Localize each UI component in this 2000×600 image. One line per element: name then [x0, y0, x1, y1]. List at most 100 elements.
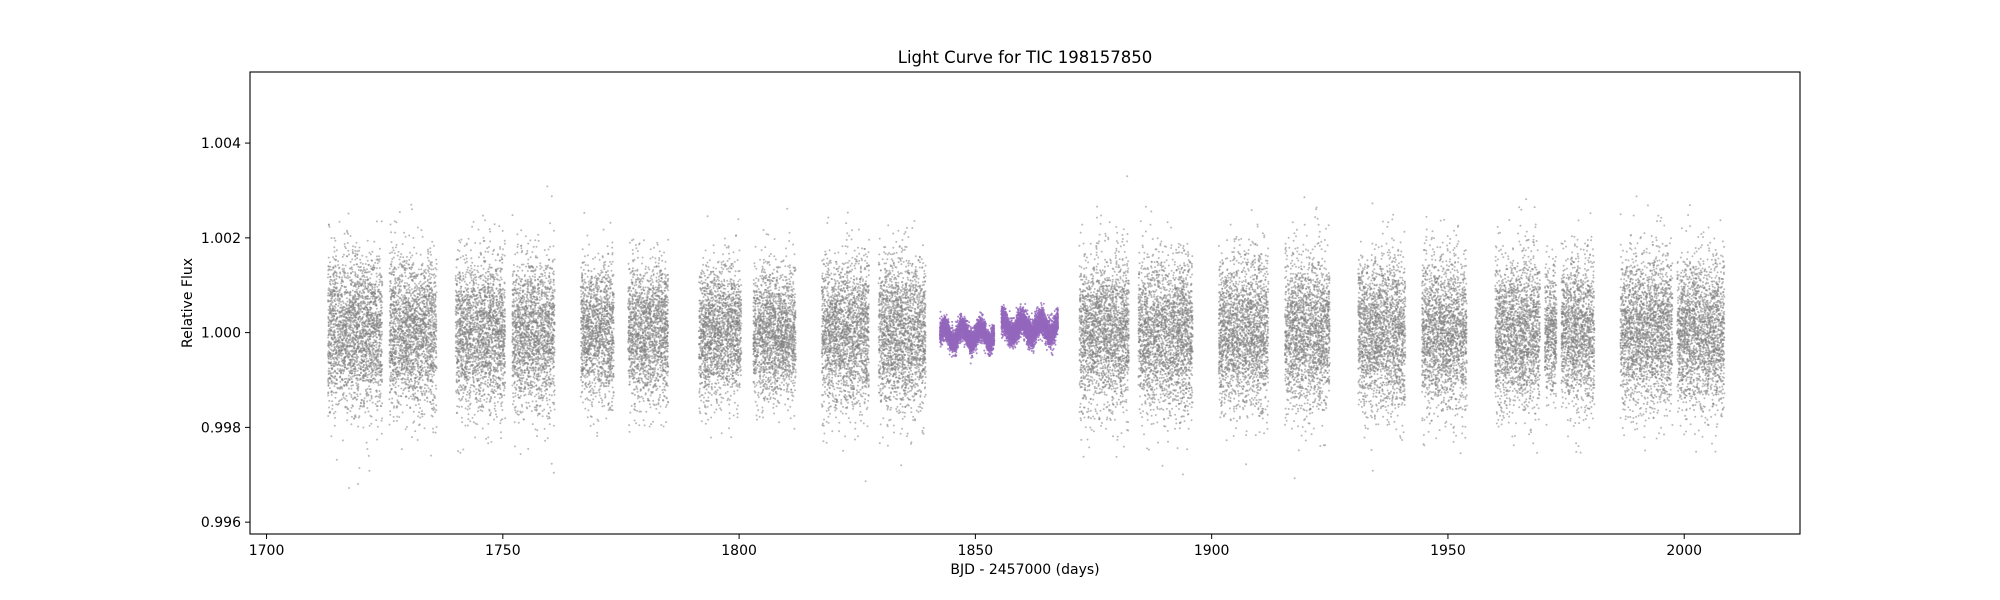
data-point — [421, 317, 424, 320]
data-point — [435, 291, 438, 294]
data-point — [489, 278, 492, 280]
data-point — [413, 348, 416, 351]
data-point — [420, 390, 423, 393]
data-point — [475, 330, 478, 333]
data-point — [350, 341, 353, 343]
data-point — [399, 358, 402, 361]
data-point — [375, 267, 378, 270]
data-point — [347, 352, 350, 355]
data-point — [483, 256, 485, 259]
data-point — [362, 284, 365, 287]
data-point — [503, 291, 506, 294]
data-point — [425, 359, 428, 362]
data-point — [363, 402, 366, 405]
data-point — [415, 306, 418, 309]
data-point — [392, 271, 394, 273]
data-point — [427, 259, 430, 262]
data-point — [415, 252, 418, 255]
data-point — [416, 226, 419, 229]
data-point — [327, 316, 330, 319]
data-point — [422, 319, 425, 322]
data-point — [388, 357, 391, 360]
data-point — [376, 373, 379, 376]
data-point — [380, 304, 383, 307]
data-point — [364, 263, 367, 265]
data-point — [361, 326, 364, 329]
data-point — [416, 389, 419, 392]
data-point — [368, 313, 371, 316]
data-point — [352, 341, 355, 344]
data-point — [379, 335, 382, 338]
data-point — [469, 402, 472, 405]
data-point — [388, 423, 391, 426]
data-point — [392, 420, 395, 423]
data-point — [404, 275, 407, 278]
data-point — [354, 293, 356, 296]
data-point — [394, 280, 397, 283]
data-point — [415, 284, 418, 287]
data-point — [417, 415, 420, 418]
data-point — [417, 398, 420, 401]
data-point — [340, 357, 343, 360]
data-point — [366, 325, 369, 328]
data-point — [425, 272, 428, 275]
data-point — [427, 309, 430, 312]
data-point — [413, 337, 416, 340]
data-point — [415, 362, 418, 365]
data-point — [423, 327, 426, 330]
data-point — [357, 296, 360, 299]
data-point — [358, 315, 361, 318]
data-point — [399, 354, 402, 357]
data-point — [345, 337, 348, 340]
data-point — [351, 338, 354, 341]
data-point — [421, 394, 424, 397]
data-point — [327, 265, 330, 268]
data-point — [392, 377, 395, 380]
data-point — [389, 313, 392, 315]
data-point — [344, 302, 347, 305]
data-point — [392, 256, 395, 259]
data-point — [371, 297, 374, 300]
data-point — [394, 307, 397, 310]
data-point — [477, 410, 479, 413]
data-point — [327, 380, 330, 383]
data-point — [366, 303, 369, 306]
data-point — [402, 311, 405, 313]
data-point — [475, 358, 477, 361]
data-point — [389, 287, 392, 290]
data-point — [341, 331, 344, 334]
data-point — [327, 336, 330, 339]
data-point — [379, 274, 382, 276]
data-point — [353, 347, 356, 350]
data-point — [360, 321, 363, 324]
data-point — [432, 374, 435, 376]
data-point — [394, 391, 397, 394]
data-point — [369, 364, 372, 367]
data-point — [498, 225, 501, 228]
data-point — [364, 295, 367, 298]
data-point — [428, 295, 431, 297]
data-point — [388, 352, 391, 355]
data-point — [372, 344, 375, 347]
data-point — [431, 407, 434, 410]
data-point — [391, 316, 393, 319]
data-point — [406, 282, 409, 285]
data-point — [500, 278, 503, 281]
data-point — [357, 269, 360, 271]
data-point — [361, 272, 364, 275]
data-point — [396, 303, 399, 306]
data-point — [331, 353, 334, 355]
data-point — [374, 327, 377, 330]
data-point — [329, 352, 331, 355]
data-point — [378, 399, 381, 402]
data-point — [395, 334, 398, 336]
data-point — [429, 401, 431, 403]
data-point — [404, 266, 406, 269]
data-point — [352, 314, 355, 317]
data-point — [414, 310, 416, 312]
data-point — [348, 345, 351, 348]
data-point — [378, 267, 381, 269]
data-point — [401, 317, 403, 320]
data-point — [365, 357, 368, 360]
data-point — [345, 288, 348, 291]
